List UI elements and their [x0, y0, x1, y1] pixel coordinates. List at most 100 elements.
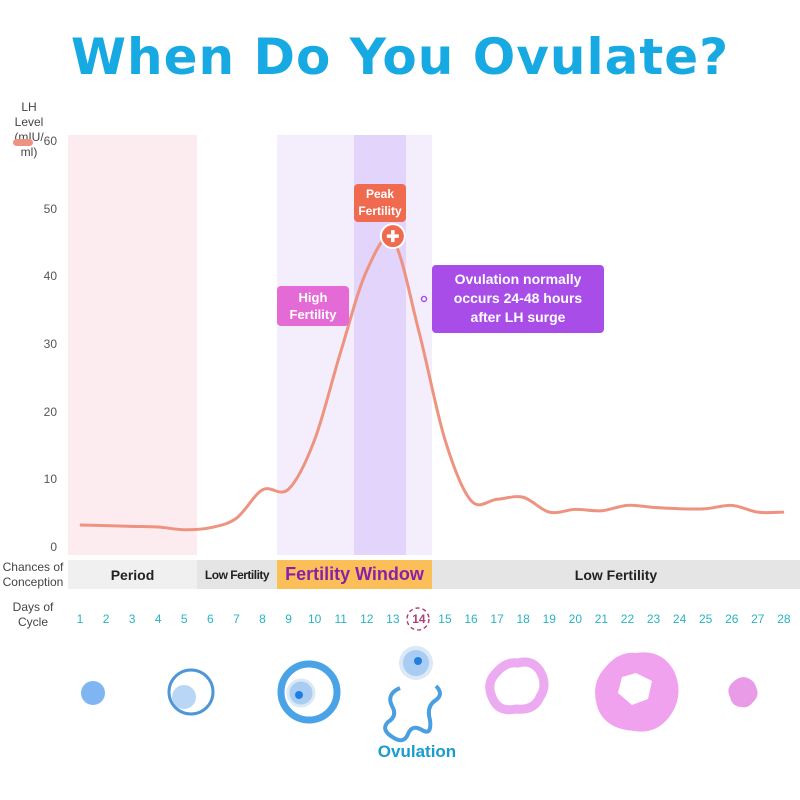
conception-row-label: Chances of Conception	[0, 560, 66, 590]
corpus-luteum-icon-1	[485, 657, 549, 715]
lh-points	[79, 239, 785, 531]
corpus-luteum-icon-2	[595, 652, 679, 732]
ovulation-note-line: occurs 24-48 hours	[453, 290, 583, 306]
day-tick-label: 18	[516, 612, 530, 626]
peak-fertility-line: Peak	[365, 187, 395, 201]
day-tick-label: 7	[233, 612, 240, 626]
y-tick-label: 60	[43, 134, 57, 148]
day-tick-label: 25	[698, 612, 713, 626]
peak-fertility-label: Peak Fertility	[354, 184, 406, 222]
lh-data-point	[705, 508, 707, 510]
lh-data-point	[757, 511, 759, 513]
lh-data-point	[340, 351, 342, 353]
day-tick-label: 19	[542, 612, 556, 626]
segment-period: Period	[68, 560, 197, 589]
lh-data-point	[288, 488, 290, 490]
day-tick-label: 16	[464, 612, 478, 626]
ovulation-note-line: Ovulation normally	[454, 271, 582, 287]
day-tick-label: 1	[76, 612, 84, 626]
lh-data-point	[235, 517, 237, 519]
day-tick-label: 26	[725, 612, 739, 626]
y-tick-label: 20	[43, 404, 57, 419]
follicle-icon-1	[81, 681, 105, 705]
day-tick-label: 28	[777, 612, 791, 626]
day-tick-label: 15	[438, 612, 452, 626]
day-tick-label: 23	[646, 612, 661, 626]
lh-data-point	[600, 510, 602, 512]
lh-data-point	[522, 496, 524, 498]
lh-data-point	[79, 524, 81, 526]
days-label-line: Cycle	[17, 615, 48, 629]
follicle-stage-icons	[81, 646, 758, 743]
lh-data-point	[366, 270, 368, 272]
page-title: When Do You Ovulate?	[70, 28, 730, 86]
y-tick-label: 10	[43, 472, 57, 487]
period-band	[68, 135, 197, 555]
lh-line	[79, 236, 784, 532]
day-tick-label: 8	[259, 612, 266, 626]
day-tick-label: 9	[285, 612, 292, 626]
follicle-icon-ovulation	[383, 646, 442, 743]
day-tick-label: 10	[307, 612, 322, 626]
peak-plus-icon	[379, 223, 406, 250]
lh-data-point	[105, 525, 107, 527]
lh-data-point	[157, 526, 159, 528]
y-tick-label: 50	[43, 201, 57, 216]
ovulation-stage-label: Ovulation	[377, 742, 457, 761]
high-fertility-line: Fertility	[289, 307, 337, 322]
lh-data-point	[548, 511, 550, 513]
lh-data-point	[783, 511, 785, 513]
lh-data-point	[679, 508, 681, 510]
day-tick-label: 4	[154, 612, 162, 626]
lh-data-point	[131, 525, 133, 527]
lh-data-point	[574, 508, 576, 510]
segment-fertility-window: Fertility Window	[277, 560, 432, 589]
lh-data-point	[209, 527, 211, 529]
day-tick-label: 20	[568, 612, 582, 626]
day-tick-label: 27	[751, 612, 765, 626]
conception-label-line: Chances of	[2, 560, 64, 574]
y-tick-label: 40	[43, 269, 57, 284]
lh-data-point	[444, 439, 446, 441]
segment-low-fertility-late: Low Fertility	[432, 560, 800, 589]
day-tick-label: 24	[672, 612, 687, 626]
days-row-label: Days of Cycle	[0, 600, 66, 630]
y-axis-label: LH Level (mIU/ ml)	[6, 100, 52, 160]
day-tick-label: 2	[102, 612, 110, 626]
conception-label-line: Conception	[2, 575, 64, 589]
days-label-line: Days of	[12, 600, 54, 614]
segment-low-fertility-early: Low Fertility	[197, 560, 277, 589]
ovulation-note-line: after LH surge	[470, 309, 566, 325]
day-tick-label: 14	[412, 612, 426, 626]
y-tick-label: 0	[50, 540, 57, 554]
legend-swatch	[13, 139, 33, 146]
lh-data-point	[261, 489, 263, 491]
day-tick-label: 22	[620, 612, 635, 626]
day-tick-label: 21	[594, 612, 609, 626]
peak-fertility-line: Fertility	[358, 204, 402, 218]
day-tick-label: 3	[128, 612, 136, 626]
ovulation-note-callout: Ovulation normally occurs 24-48 hours af…	[432, 265, 604, 333]
day-tick-label: 5	[180, 612, 188, 626]
y-axis-label-line: LH Level	[14, 100, 44, 129]
follicle-icon-3	[277, 660, 341, 724]
lh-data-point	[496, 498, 498, 500]
follicle-icon-2	[167, 668, 215, 716]
high-fertility-label: High Fertility	[277, 286, 349, 326]
day-tick-label: 12	[360, 612, 374, 626]
lh-data-point	[731, 504, 733, 506]
lh-data-point	[418, 330, 420, 332]
day-tick-label: 11	[334, 612, 347, 626]
y-tick-label: 30	[43, 337, 57, 351]
day-tick-label: 6	[207, 612, 214, 626]
lh-data-point	[653, 506, 655, 508]
day-tick-label: 13	[386, 612, 400, 626]
ovulation-note-pointer	[420, 295, 428, 303]
day-14-highlight-circle	[406, 607, 430, 631]
day-tick-label: 17	[490, 612, 504, 626]
lh-data-point	[626, 504, 628, 506]
lh-data-point	[470, 500, 472, 502]
high-fertility-line: High	[298, 290, 328, 305]
corpus-albicans-icon	[728, 677, 758, 708]
